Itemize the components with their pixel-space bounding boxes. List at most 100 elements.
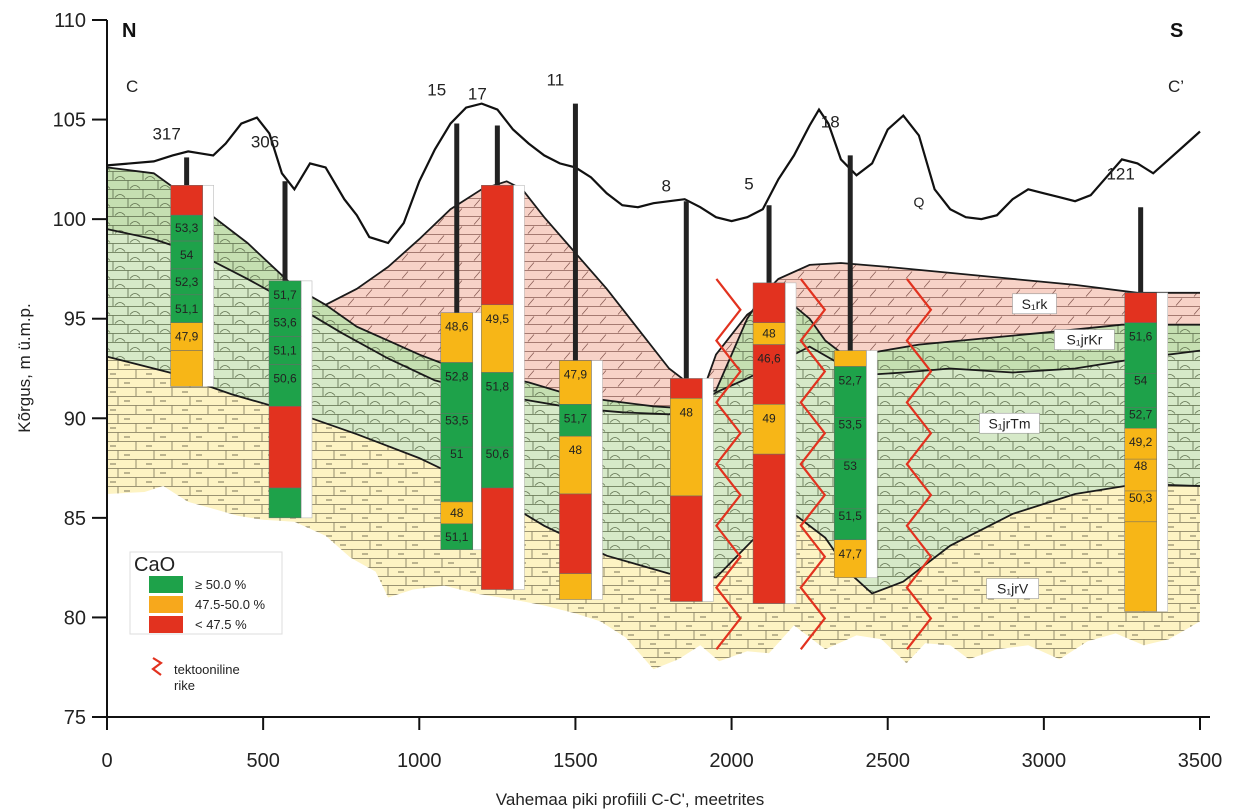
layer-jrtm-pattern [107,229,1200,594]
interval-value: 54 [180,248,194,262]
interval-value: 52,3 [175,275,199,289]
interval-high [268,308,302,337]
y-tick-label: 95 [64,309,86,331]
x-tick-label: 3000 [1022,750,1067,772]
x-tick-label: 1500 [553,750,598,772]
legend-title: CaO [134,554,175,576]
layer-label-box [979,412,1040,434]
interval-value: 48,6 [445,320,469,334]
interval-low [268,406,302,489]
interval-value: 52,7 [1129,407,1153,421]
interval-value: 51,6 [1129,330,1153,344]
y-ticks: 75 80 85 90 95 100 105 110 [53,10,107,729]
interval-low [559,493,592,574]
interval-value: 53,5 [839,417,863,431]
boundary-kr-top [106,166,1200,410]
x-axis-title: Vahemaa piki profiili C-C', meetrites [496,790,764,809]
layer-label: S₁jrV [997,581,1029,597]
x-tick-label: 2500 [865,750,910,772]
interval-high [268,487,302,519]
borehole-label: 5 [744,174,753,193]
interval-mid [1124,521,1157,612]
interval-mid [481,304,514,373]
interval-low [752,453,786,604]
fault-3 [905,278,933,650]
borehole-8: 48 8 [662,176,714,602]
interval-value: 48 [1134,459,1148,473]
borehole-label: 306 [251,132,279,151]
fault-legend-label-1: tektooniline [174,662,240,677]
interval-mid [440,312,474,363]
layer-jrv-pattern [107,356,1200,670]
interval-high [1124,322,1157,429]
interval-value: 47,7 [839,547,863,561]
interval-low [170,185,203,216]
interval-value: 48 [569,443,583,457]
fault-legend-label-2: rike [174,678,195,693]
interval-low [1124,292,1157,323]
y-tick-label: 110 [54,10,86,32]
south-label: S [1170,20,1183,42]
x-ticks: 0 500 1000 1500 2000 2500 3000 3500 [101,717,1222,772]
x-tick-label: 500 [246,750,279,772]
interval-mid [559,573,592,600]
layer-label: S₁rk [1022,296,1049,312]
interval-value: 51 [450,447,464,461]
borehole-306: 51,7 53,6 51,1 50,6 306 [251,132,313,519]
interval-value: 54 [1134,373,1148,387]
interval-value: 53,5 [445,413,469,427]
layer-label: S₁jrTm [988,415,1030,431]
y-tick-label: 100 [53,209,86,231]
borehole-15: 48,6 52,8 48 51,1 15 53,5 51 [427,81,485,551]
interval-high [268,364,302,407]
interval-value: 50,6 [273,372,297,386]
interval-low [481,487,514,590]
interval-value: 51,5 [839,509,863,523]
interval-mid [833,350,867,367]
fault-lines [715,278,933,650]
profile-end-label: C’ [1168,77,1184,96]
borehole-label: 17 [468,85,487,104]
y-tick-label: 80 [64,607,86,629]
y-tick-label: 105 [53,110,86,132]
legend-label: < 47.5 % [195,617,247,632]
interval-value: 49,5 [486,312,510,326]
x-tick-label: 0 [101,750,112,772]
interval-value: 53 [844,459,858,473]
interval-value: 51,7 [564,411,588,425]
interval-value: 48 [450,506,464,520]
legend-swatch [149,576,183,593]
interval-value: 50,6 [486,447,510,461]
interval-mid [559,435,592,495]
interval-high [440,523,474,550]
legend-swatch [149,616,183,633]
borehole-17: 49,5 51,8 17 50,6 [468,85,525,590]
y-tick-label: 75 [64,707,86,729]
borehole-strip [1156,292,1168,612]
y-tick-label: 85 [64,508,86,530]
interval-value: 51,1 [175,302,199,316]
interval-low [752,282,786,323]
borehole-label: 18 [821,113,840,132]
borehole-18: 52,7 47,7 18 53,5 53 51,5 [821,113,878,578]
interval-value: 48 [762,327,776,341]
borehole-label: 11 [547,71,565,90]
interval-mid [752,404,786,455]
fault-legend-icon [151,657,163,676]
borehole-label: 15 [427,81,446,100]
layer-labels: Q S₁rk S₁jrKr S₁jrTm S₁jrV [913,194,1115,599]
borehole-label: 8 [662,176,671,195]
x-tick-label: 1000 [397,750,442,772]
borehole-strip [513,184,525,590]
interval-high [268,280,302,310]
fault-1 [715,278,742,650]
layer-label-box [986,578,1039,599]
borehole-strip [701,378,714,602]
interval-high [170,268,203,296]
x-tick-label: 3500 [1178,750,1223,772]
legend-label: 47.5-50.0 % [195,597,266,612]
layer-jrkr-pattern [107,167,1200,415]
interval-high [440,362,474,503]
interval-mid [170,350,203,387]
